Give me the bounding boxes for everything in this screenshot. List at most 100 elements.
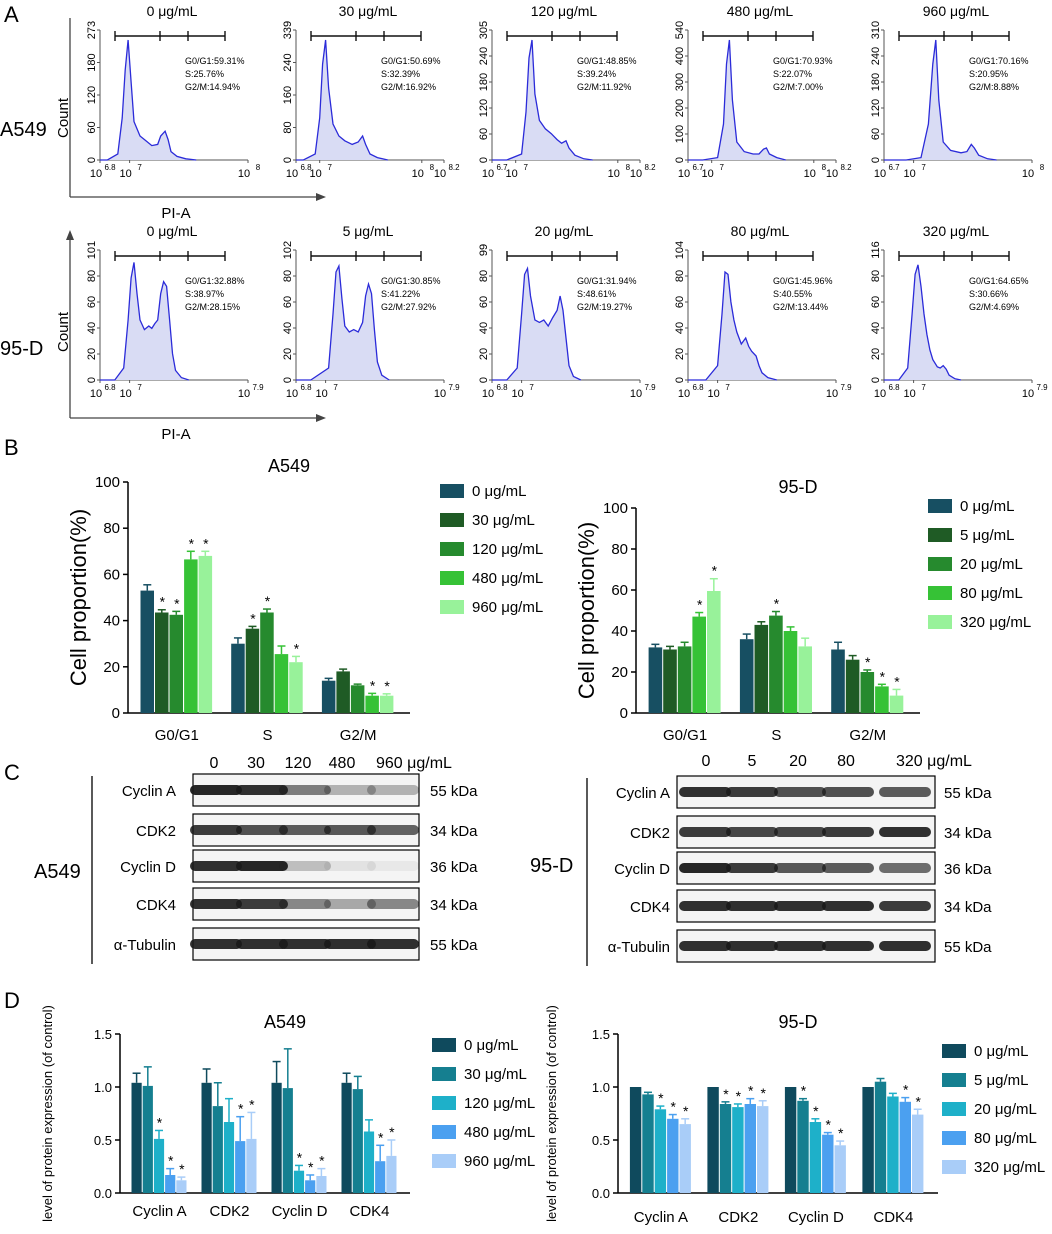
flow-y-tick-label: 80 [478,270,490,282]
chart-category-label: Cyclin A [634,1209,688,1226]
flow-x-tick-exponent: 7 [921,383,926,392]
chart-title: A549 [268,456,310,476]
bar [386,1155,397,1193]
legend-label: 30 μg/mL [464,1066,527,1083]
flow-y-tick-label: 180 [870,73,882,91]
bar [642,1094,654,1193]
flow-row-label-95d: 95-D [0,338,43,360]
flow-dose-title: 20 μg/mL [535,223,594,239]
chart-y-tick-label: 100 [95,474,120,491]
bar [379,695,394,713]
blot-kda-label: 34 kDa [430,897,478,914]
chart-category-label: S [262,727,272,744]
flow-y-tick-label: 400 [674,47,686,65]
flow-y-tick-label: 120 [86,86,98,104]
flow-panel-flow_a549-1: 30 μg/mL080160240339106.8107108108.2G0/G… [282,3,460,180]
bar [754,624,769,713]
flow-histogram-fill [492,268,581,380]
chart-category-label: Cyclin A [132,1203,186,1220]
blot-band [236,785,288,795]
blot-band [236,939,288,949]
flow-histogram-fill [100,40,197,160]
flow-y-tick-label: 305 [478,21,490,39]
blot-kda-label: 34 kDa [944,899,992,916]
significance-mark: * [760,1085,766,1101]
bar [845,659,860,713]
legend-label: 0 μg/mL [464,1037,519,1054]
chart-y-tick-label: 80 [103,520,120,537]
legend-label: 20 μg/mL [974,1101,1037,1118]
legend-swatch [928,586,952,600]
flow-y-tick-label: 273 [86,21,98,39]
blot-dose-label: 30 [247,755,265,772]
flow-y-tick-label: 0 [282,377,294,383]
blot-band [236,825,288,835]
flow-y-tick-label: 300 [674,73,686,91]
flow-y-tick-label: 540 [674,21,686,39]
blot-band [879,901,931,911]
bar [231,643,245,713]
blot-kda-label: 55 kDa [430,937,478,954]
flow-x-tick-base: 10 [506,168,518,180]
blot-band [726,901,778,911]
bar [184,559,198,713]
bar [860,672,875,713]
significance-mark: * [294,640,300,656]
bar [153,1138,165,1193]
significance-mark: * [894,673,900,689]
flow-x-tick-base: 10 [702,168,714,180]
significance-mark: * [189,535,195,551]
bar [769,615,783,713]
flow-x-tick-exponent: 7 [327,163,332,172]
flow-x-tick-base: 10 [678,168,690,180]
bar [692,616,706,713]
flow-y-tick-label: 80 [86,270,98,282]
bar [667,1118,679,1193]
flow-gate-stat: G2/M:11.92% [577,82,631,92]
flow-gate-stat: G2/M:27.92% [381,302,436,312]
flow-x-tick-exponent: 6.8 [300,383,312,392]
panel-letter-a: A [4,2,19,27]
blot-band [679,863,731,873]
significance-mark: * [249,1096,255,1112]
significance-mark: * [265,593,271,609]
bar [341,1082,352,1193]
flow-x-tick-base: 10 [707,388,719,400]
static-layer: A B C D A549 95-D Count Count PI-A PI-A [0,2,326,1013]
flow-y-tick-label: 20 [282,348,294,360]
flow-y-tick-label: 99 [478,244,490,256]
blot-protein-label: Cyclin D [614,861,670,878]
flow-gate-stat: G0/G1:64.65% [969,276,1029,286]
flow-x-tick-exponent: 6.8 [104,383,116,392]
legend-swatch [440,571,464,585]
chart-category-label: Cyclin D [788,1209,844,1226]
flow-gate-stat: S:41.22% [381,289,420,299]
blot-dose-label: 320 μg/mL [896,753,972,770]
blot-band [822,901,874,911]
legend-label: 320 μg/mL [974,1159,1045,1176]
bar [352,1089,363,1193]
flow-y-tick-label: 0 [870,377,882,383]
flow-y-tick-label: 240 [282,53,294,71]
flow-x-tick-exponent: 8 [430,163,435,172]
flow-gate-stat: G2/M:16.92% [381,82,436,92]
blot-band [324,785,376,795]
bar [707,1087,719,1193]
flow-y-tick-label: 339 [282,21,294,39]
flow-panel-flow_95d-3: 80 μg/mL020406080104106.8107107.9G0/G1:4… [674,223,852,400]
flow-histogram-line [100,39,197,161]
chart-y-tick-label: 1.5 [94,1027,112,1042]
flow-y-label-a549: Count [55,97,72,138]
flow-x-arrowhead-a549 [316,193,326,201]
chart-y-tick-label: 60 [611,582,628,599]
bar [874,1081,887,1193]
bar [784,1087,797,1193]
blot-band [279,899,331,909]
blot-band [774,827,826,837]
flow-x-tick-base: 10 [310,168,322,180]
blot-kda-label: 34 kDa [430,823,478,840]
blot-band [774,901,826,911]
flow-dose-title: 80 μg/mL [731,223,790,239]
